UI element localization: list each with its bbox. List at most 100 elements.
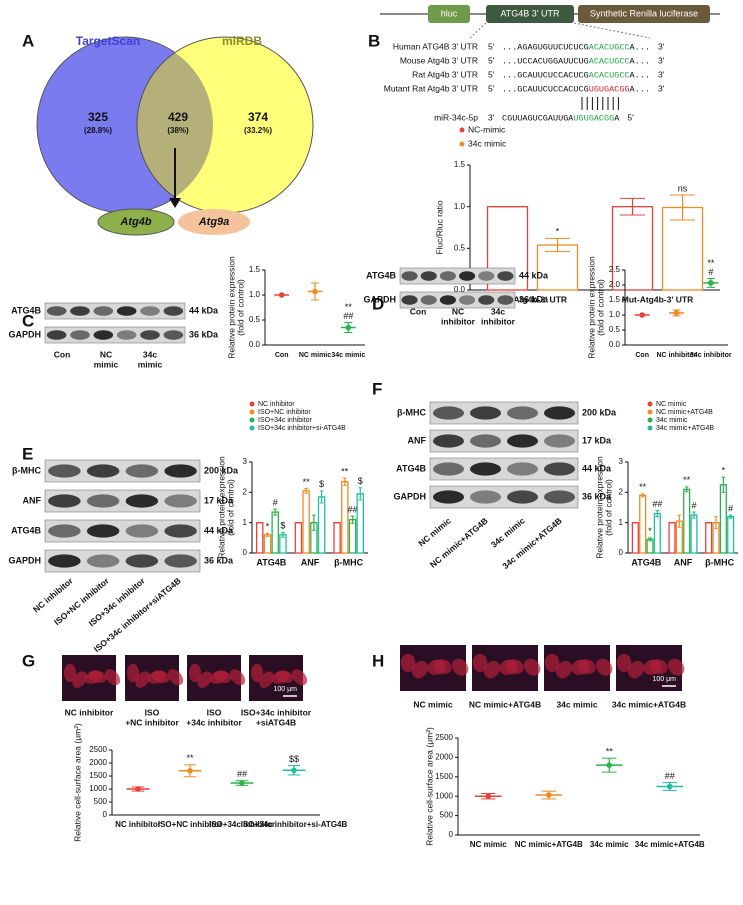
blot-size: 17 kDa	[204, 495, 234, 505]
legend-marker	[459, 141, 465, 147]
y-tick-label: 500	[440, 811, 454, 820]
zoom-line	[469, 22, 487, 39]
bar	[631, 522, 639, 554]
sequence-end: 3'	[658, 41, 665, 51]
blot-size: 200 kDa	[582, 407, 617, 417]
x-tick-label: 34c inhibitor	[690, 352, 732, 359]
panel-letter: F	[372, 379, 382, 398]
legend-marker	[249, 417, 255, 423]
cell	[230, 669, 246, 686]
blot-band	[543, 434, 576, 448]
legend-label: NC mimic+ATG4B	[656, 409, 713, 416]
significance: *	[266, 522, 270, 532]
bar	[611, 206, 654, 291]
y-axis-label: (fold of control)	[595, 279, 605, 336]
sequence-end: 5'	[488, 41, 495, 51]
legend-marker	[647, 401, 653, 407]
blot-row-label: GAPDH	[8, 329, 41, 339]
y-axis-label: Fluc/Rluc ratio	[434, 200, 444, 255]
significance: #	[728, 503, 733, 513]
blot-band	[543, 490, 576, 504]
blot-band	[163, 306, 184, 316]
y-tick-label: 1000	[89, 784, 107, 793]
blot-row-label: ANF	[23, 495, 42, 505]
y-tick-label: 1.5	[249, 265, 261, 274]
bar	[727, 515, 735, 554]
legend-marker	[459, 127, 465, 133]
sequence-part: ACACUGCC	[589, 70, 630, 80]
sequence-end: 3'	[658, 69, 665, 79]
legend-label: 34c mimic	[468, 138, 507, 148]
blot-band	[506, 434, 539, 448]
y-tick-label: 0.0	[609, 340, 621, 349]
lane-label: 34c mimic	[489, 515, 527, 549]
legend-label: ISO+34c inhibitor	[258, 417, 313, 424]
significance: #	[708, 267, 713, 277]
y-axis-label: Relative cell-surface area (μm²)	[72, 723, 82, 842]
blot-band	[116, 306, 137, 316]
cell	[135, 671, 150, 688]
y-tick-label: 2500	[435, 733, 453, 742]
venn-percent: (28.8%)	[84, 126, 112, 135]
blot-row-label: ATG4B	[396, 463, 426, 473]
panel-letter: G	[22, 651, 35, 670]
x-tick-label: Con	[635, 352, 649, 359]
blot-size: 200 kDa	[204, 465, 239, 475]
y-axis-label: Relative cell-surface area (μm²)	[424, 727, 434, 846]
bar	[661, 206, 704, 291]
image-label: 34c mimic	[556, 699, 597, 709]
blot-size: 36 kDa	[582, 491, 612, 501]
blot-row	[44, 489, 201, 513]
gene-name: Atg4b	[119, 216, 151, 228]
blot-band	[125, 494, 159, 508]
legend-label: ISO+34c inhibitor+si-ATG4B	[258, 425, 346, 432]
lane-label: inhibitor	[441, 316, 476, 326]
panel-letter: B	[368, 31, 380, 50]
y-tick-label: 3	[619, 457, 624, 466]
blot-row	[44, 549, 201, 573]
blot-band	[116, 330, 137, 340]
lane-label: 34c	[491, 306, 505, 316]
blot-row	[429, 429, 579, 453]
bar	[341, 481, 349, 554]
sequence-part: ...GCAUUCUCCACUCG	[502, 70, 589, 80]
blot-band	[86, 524, 120, 538]
significance: ##	[348, 504, 358, 514]
x-tick-label: ANF	[674, 557, 693, 567]
blot-band	[125, 554, 159, 568]
cell	[577, 659, 596, 675]
construct-box	[578, 5, 710, 23]
venn-percent: (38%)	[167, 126, 189, 135]
bar	[719, 484, 727, 554]
image-label: +siATG4B	[256, 717, 296, 727]
cell	[484, 661, 501, 679]
legend-label: 34c mimic+ATG4B	[656, 425, 714, 432]
blot-band	[506, 490, 539, 504]
set-name: TargetScan	[76, 34, 140, 48]
blot-band	[439, 271, 456, 281]
x-tick-label: ATG4B	[256, 557, 286, 567]
bar	[271, 511, 279, 554]
cell	[596, 658, 613, 676]
blot-band	[420, 271, 437, 281]
blot-band	[432, 406, 465, 420]
blot-row-label: GAPDH	[363, 294, 396, 304]
sequence-part: ACACUGCC	[589, 56, 630, 66]
significance: #	[691, 500, 696, 510]
y-tick-label: 1.0	[454, 202, 466, 211]
blot-row-label: ATG4B	[11, 525, 41, 535]
blot-band	[506, 406, 539, 420]
bar	[705, 522, 713, 554]
image-label: NC inhibitor	[65, 707, 114, 717]
sequence-part: A	[614, 113, 620, 123]
x-tick-label: β-MHC	[705, 557, 734, 567]
y-tick-label: 1.0	[609, 310, 621, 319]
sequence-part: A...	[630, 70, 650, 80]
blot-band	[48, 464, 81, 478]
blot-band	[469, 434, 502, 448]
significance: ns	[678, 183, 688, 193]
sequence-end: 5'	[488, 83, 495, 93]
legend-marker	[647, 417, 653, 423]
bar	[317, 496, 326, 554]
legend-marker	[647, 409, 653, 415]
